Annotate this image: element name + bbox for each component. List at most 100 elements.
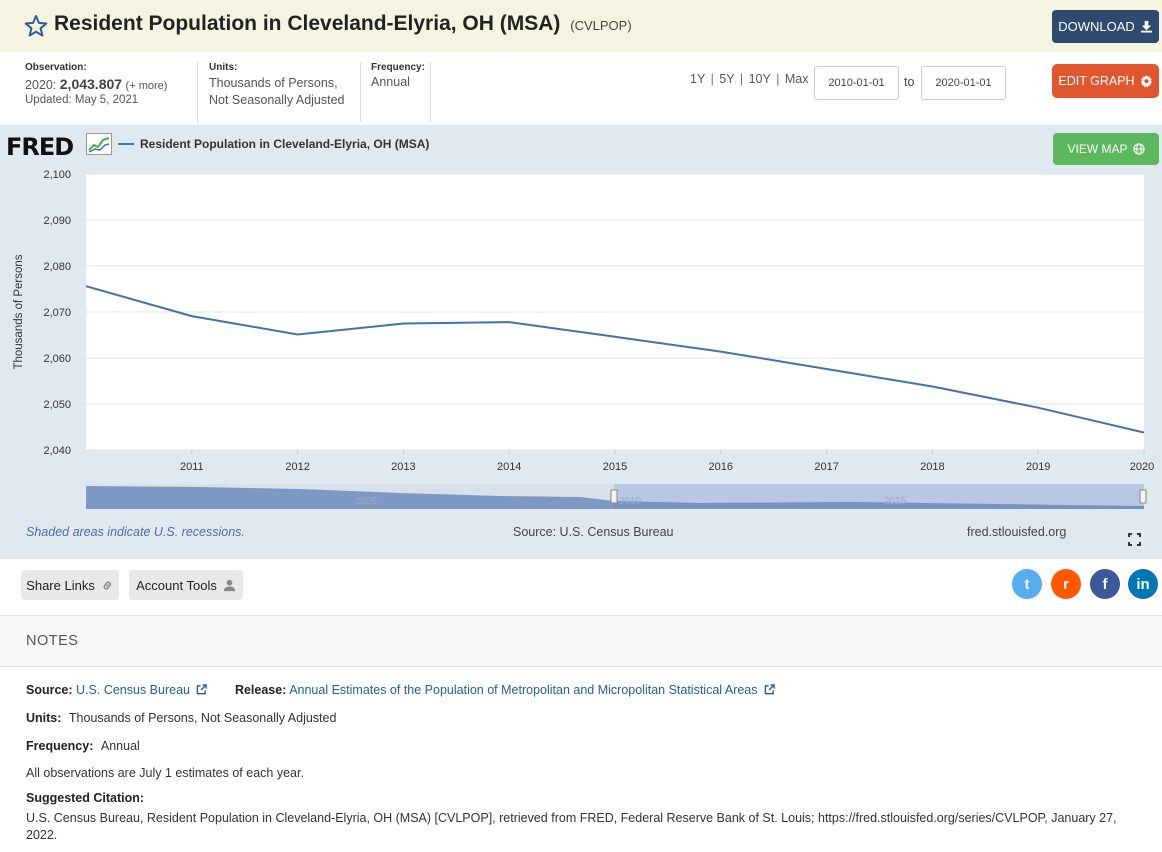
- notes-header: NOTES: [0, 615, 1162, 667]
- divider: [430, 62, 431, 122]
- data-point[interactable]: [824, 366, 830, 372]
- view-map-button[interactable]: VIEW MAP: [1053, 133, 1159, 165]
- data-point[interactable]: [506, 319, 512, 325]
- divider: [197, 62, 198, 122]
- data-point[interactable]: [1141, 430, 1147, 436]
- frequency-value: Annual: [371, 75, 410, 89]
- gear-icon: [1140, 74, 1152, 87]
- account-tools-label: Account Tools: [136, 577, 217, 593]
- data-point[interactable]: [929, 384, 935, 390]
- account-tools-button[interactable]: Account Tools: [129, 570, 243, 600]
- citation-label-text: Suggested Citation:: [26, 791, 145, 805]
- x-tick-label: 2012: [285, 461, 309, 473]
- end-date-input[interactable]: 2020-01-01: [921, 66, 1006, 100]
- y-tick-label: 2,050: [43, 399, 71, 411]
- observation-value: 2,043.807: [59, 76, 123, 92]
- title-bar: Resident Population in Cleveland-Elyria,…: [0, 0, 1162, 52]
- notes-source-row: Source: U.S. Census Bureau Release: Annu…: [26, 683, 775, 697]
- facebook-icon[interactable]: f: [1090, 569, 1120, 599]
- range-5y[interactable]: 5Y: [719, 72, 735, 86]
- data-point[interactable]: [83, 283, 89, 289]
- navigator-label: 2005: [355, 496, 378, 507]
- series-title: Resident Population in Cleveland-Elyria,…: [54, 12, 561, 35]
- navigator-handle-left[interactable]: [610, 489, 618, 504]
- updated-date: Updated: May 5, 2021: [25, 94, 139, 106]
- x-tick-label: 2016: [709, 461, 733, 473]
- navigator-handle-right[interactable]: [1139, 489, 1147, 504]
- fullscreen-icon[interactable]: [1128, 533, 1141, 546]
- navigator-label: 2010: [619, 496, 642, 507]
- divider: [360, 62, 361, 122]
- source-label: Source:: [26, 683, 73, 697]
- source-link[interactable]: U.S. Census Bureau: [76, 683, 190, 697]
- units-line-2: Not Seasonally Adjusted: [209, 93, 345, 107]
- download-label: DOWNLOAD: [1058, 19, 1135, 34]
- y-tick-label: 2,060: [43, 353, 71, 365]
- release-label: Release:: [234, 683, 287, 697]
- fred-logo: FRED: [6, 133, 74, 161]
- frequency-label: Frequency:: [371, 62, 425, 73]
- share-links-label: Share Links: [26, 577, 95, 593]
- notes-frequency-label: Frequency:: [26, 739, 94, 753]
- data-point[interactable]: [400, 321, 406, 327]
- y-tick-label: 2,090: [43, 215, 71, 227]
- range-buttons: 1Y | 5Y | 10Y | Max: [690, 72, 809, 86]
- data-point[interactable]: [1035, 405, 1041, 411]
- units-label: Units:: [209, 62, 238, 73]
- citation-text: U.S. Census Bureau, Resident Population …: [26, 811, 1117, 842]
- x-tick-label: 2015: [603, 461, 627, 473]
- notes-units-label: Units:: [26, 711, 62, 725]
- notes-units-value: Thousands of Persons, Not Seasonally Adj…: [68, 711, 337, 725]
- start-date-input[interactable]: 2010-01-01: [814, 66, 899, 100]
- frequency-block: Frequency: Annual: [371, 62, 431, 89]
- x-tick-label: 2011: [180, 461, 204, 473]
- data-point[interactable]: [612, 334, 618, 340]
- y-tick-label: 2,070: [43, 307, 71, 319]
- x-tick-label: 2013: [391, 461, 415, 473]
- x-tick-label: 2019: [1026, 461, 1050, 473]
- series-line[interactable]: [85, 285, 1145, 434]
- share-links-button[interactable]: Share Links: [21, 570, 119, 600]
- site-url[interactable]: fred.stlouisfed.org: [967, 525, 1067, 539]
- y-tick-label: 2,080: [43, 261, 71, 273]
- notes-frequency-row: Frequency: Annual: [26, 739, 140, 753]
- to-label: to: [904, 75, 915, 89]
- observation-label: Observation:: [25, 62, 87, 73]
- chart-legend: Resident Population in Cleveland-Elyria,…: [118, 137, 429, 151]
- download-button[interactable]: DOWNLOAD: [1052, 10, 1159, 43]
- x-tick-label: 2014: [497, 461, 521, 473]
- recession-note: Shaded areas indicate U.S. recessions.: [26, 525, 245, 539]
- download-icon: [1140, 20, 1152, 33]
- range-10y[interactable]: 10Y: [748, 72, 771, 86]
- more-observations-link[interactable]: (+ more): [125, 80, 168, 92]
- graph-panel: FRED Resident Population in Cleveland-El…: [0, 125, 1162, 559]
- external-link-icon[interactable]: [764, 684, 775, 695]
- observation-note: All observations are July 1 estimates of…: [26, 766, 304, 780]
- y-axis-label: Thousands of Persons: [13, 254, 25, 369]
- range-1y[interactable]: 1Y: [690, 72, 706, 86]
- external-link-icon[interactable]: [196, 684, 208, 695]
- star-icon[interactable]: [24, 14, 48, 38]
- linkedin-icon[interactable]: in: [1128, 569, 1158, 599]
- fred-chart-logo-icon: [86, 133, 112, 155]
- y-tick-label: 2,040: [43, 445, 71, 457]
- units-block: Units: Thousands of Persons, Not Seasona…: [209, 62, 369, 109]
- range-max[interactable]: Max: [784, 72, 809, 86]
- x-tick-label: 2017: [814, 461, 838, 473]
- release-link[interactable]: Annual Estimates of the Population of Me…: [289, 683, 758, 697]
- legend-swatch: [118, 143, 134, 145]
- data-point[interactable]: [718, 349, 724, 355]
- edit-graph-label: EDIT GRAPH: [1058, 74, 1135, 88]
- twitter-icon[interactable]: t: [1012, 569, 1042, 599]
- data-point[interactable]: [295, 332, 301, 338]
- link-icon: [103, 581, 111, 590]
- data-point[interactable]: [189, 313, 195, 319]
- x-tick-label: 2020: [1130, 461, 1154, 473]
- y-tick-label: 2,100: [43, 169, 71, 181]
- reddit-icon[interactable]: r: [1051, 569, 1081, 599]
- units-line-1: Thousands of Persons,: [209, 76, 338, 90]
- range-navigator[interactable]: 2005 2010 2015: [86, 484, 1147, 509]
- line-chart[interactable]: 2,040 2,050 2,060 2,070 2,080 2,090 2,100 2011…: [0, 125, 1162, 525]
- notes-title: NOTES: [26, 633, 79, 649]
- edit-graph-button[interactable]: EDIT GRAPH: [1052, 64, 1159, 98]
